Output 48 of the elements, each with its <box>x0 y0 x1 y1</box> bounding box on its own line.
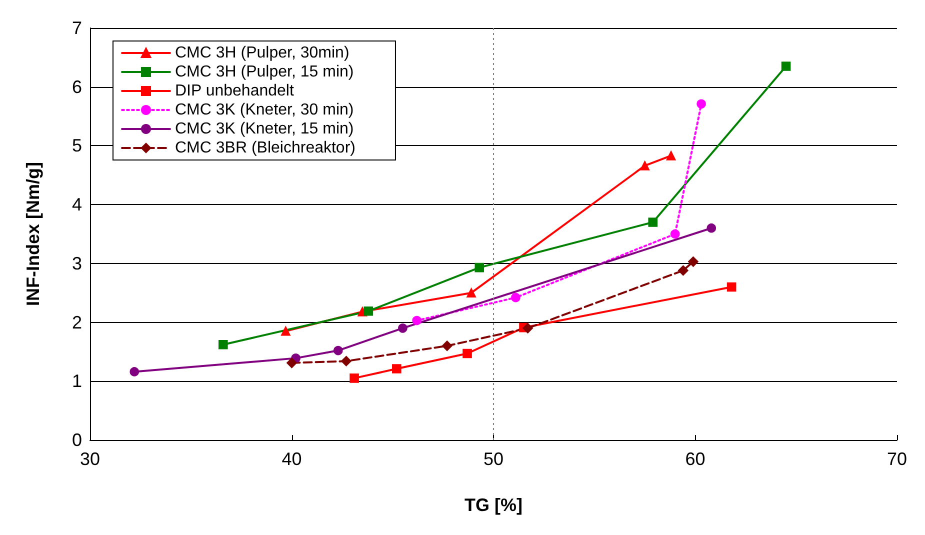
point <box>442 340 452 351</box>
y-axis-title: INF-Index [Nm/g] <box>23 162 43 306</box>
legend-label: CMC 3K (Kneter, 30 min) <box>175 102 354 118</box>
point <box>696 99 706 109</box>
y-tick-label: 7 <box>72 18 82 38</box>
point <box>522 323 533 334</box>
x-tick-label: 70 <box>886 449 908 469</box>
y-tick-label: 6 <box>72 76 82 97</box>
x-tick-label: 60 <box>685 449 706 469</box>
point <box>412 316 422 326</box>
x-axis-title: TG [%] <box>464 495 522 515</box>
point <box>474 262 484 272</box>
point <box>130 367 140 376</box>
point <box>286 358 297 368</box>
y-tick-label: 4 <box>72 194 82 215</box>
point <box>334 346 343 356</box>
point <box>511 292 520 302</box>
legend-label: CMC 3H (Pulper, 15 min) <box>175 64 354 80</box>
y-tick-label: 3 <box>72 253 82 274</box>
y-tick-label: 2 <box>72 312 82 332</box>
point <box>281 326 290 336</box>
legend-label: DIP unbehandelt <box>175 82 294 100</box>
point <box>706 223 716 233</box>
legend-label: CMC 3BR (Bleichreaktor) <box>175 140 356 156</box>
point <box>648 218 658 227</box>
point <box>364 306 374 316</box>
x-tick-label: 30 <box>80 449 100 469</box>
point <box>781 62 791 71</box>
point <box>726 282 736 292</box>
y-tick-label: 5 <box>72 136 82 156</box>
point <box>666 151 676 160</box>
point <box>462 348 472 358</box>
point <box>341 356 352 366</box>
point <box>466 288 476 298</box>
point <box>670 229 680 239</box>
x-tick-label: 50 <box>483 449 504 469</box>
point <box>678 265 688 276</box>
point <box>350 374 359 383</box>
y-tick-label: 0 <box>72 430 82 450</box>
legend-label: CMC 3K (Kneter, 15 min) <box>175 120 354 138</box>
x-tick-label: 40 <box>282 449 302 469</box>
y-tick-label: 1 <box>72 371 82 392</box>
point <box>218 340 228 350</box>
point <box>688 256 698 267</box>
point <box>640 161 650 170</box>
point <box>398 324 408 333</box>
legend-label: CMC 3H (Pulper, 30min) <box>175 44 350 62</box>
point <box>392 364 402 374</box>
